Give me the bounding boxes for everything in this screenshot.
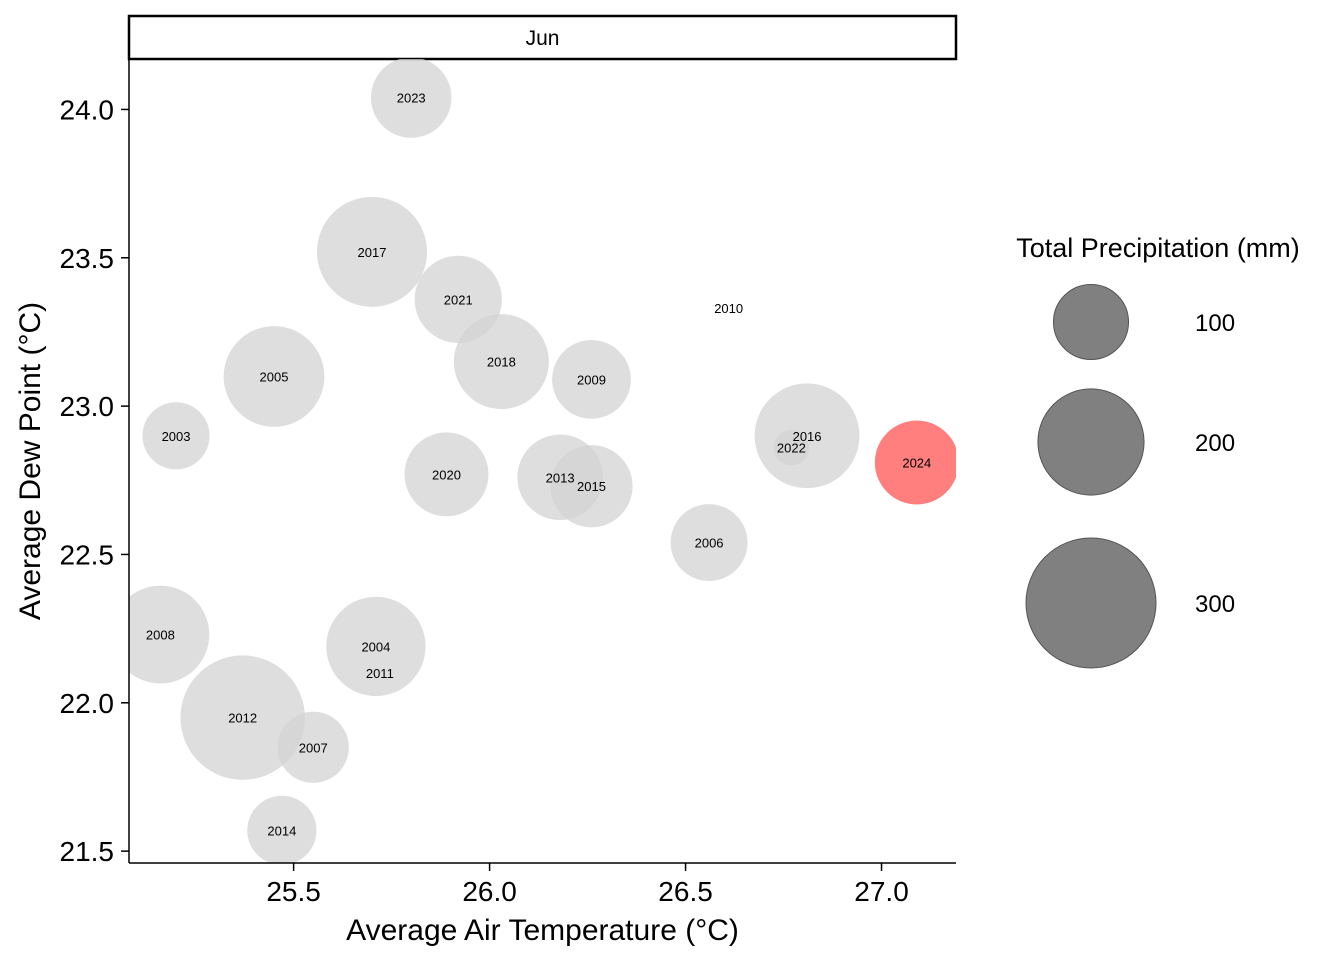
point-label-2018: 2018 (487, 355, 516, 370)
bubble-2018 (453, 314, 549, 410)
legend-label-100: 100 (1195, 310, 1235, 337)
bubble-2008 (129, 585, 210, 684)
bubble-2015 (550, 445, 633, 528)
point-label-2008: 2008 (146, 628, 175, 643)
x-tick-label: 25.5 (266, 876, 321, 907)
point-label-2015: 2015 (577, 479, 606, 494)
legend-label-200: 200 (1195, 430, 1235, 457)
bubble-2014 (247, 795, 317, 863)
x-tick-label: 27.0 (854, 876, 909, 907)
x-tick-label: 26.0 (462, 876, 517, 907)
y-tick-label: 23.5 (60, 243, 115, 274)
point-label-2010: 2010 (714, 301, 743, 316)
point-label-2004: 2004 (361, 639, 390, 654)
y-tick-label: 21.5 (60, 836, 115, 867)
point-label-2005: 2005 (260, 369, 289, 384)
point-label-2017: 2017 (358, 245, 387, 260)
bubble-2022 (773, 430, 809, 466)
y-tick-label: 22.5 (60, 539, 115, 570)
bubble-2007 (277, 711, 349, 783)
facet-strip-label: Jun (526, 27, 560, 50)
bubble-2005 (223, 326, 325, 427)
bubble-2017 (316, 196, 428, 307)
y-axis-ticks: 21.5 22.0 22.5 23.0 23.5 24.0 (60, 94, 129, 867)
bubble-2016 (754, 383, 860, 489)
bubble-2009 (552, 340, 631, 419)
legend-bubble-100 (1052, 283, 1130, 361)
point-label-2012: 2012 (228, 711, 257, 726)
point-label-2023: 2023 (397, 91, 426, 106)
point-label-2024: 2024 (902, 455, 931, 470)
x-axis-title: Average Air Temperature (°C) (346, 914, 739, 947)
legend-label-300: 300 (1195, 591, 1235, 618)
y-axis-title: Average Dew Point (°C) (14, 302, 47, 620)
point-label-2021: 2021 (444, 292, 473, 307)
x-axis-ticks: 25.5 26.0 26.5 27.0 (266, 863, 909, 907)
y-tick-label: 22.0 (60, 688, 115, 719)
point-label-2016: 2016 (793, 429, 822, 444)
bubble-2003 (142, 402, 210, 470)
facet-strip-box (127, 14, 958, 61)
bubble-2024 (874, 420, 956, 505)
data-points (129, 59, 956, 863)
bubble-2006 (670, 504, 748, 582)
point-label-2011: 2011 (366, 666, 394, 681)
axes (128, 59, 956, 864)
legend-title: Total Precipitation (mm) (1016, 233, 1300, 263)
point-label-2014: 2014 (267, 823, 296, 838)
point-label-2006: 2006 (695, 536, 724, 551)
bubble-2020 (404, 432, 489, 517)
point-label-2013: 2013 (546, 470, 575, 485)
point-label-2022: 2022 (777, 441, 806, 456)
size-legend: Total Precipitation (mm) 100 200 300 (1016, 233, 1300, 669)
point-label-2007: 2007 (299, 740, 328, 755)
legend-bubble-200 (1037, 388, 1145, 496)
y-tick-label: 24.0 (60, 94, 115, 125)
point-label-2020: 2020 (432, 467, 461, 482)
bubble-2012 (180, 655, 305, 780)
legend-bubble-300 (1025, 537, 1157, 669)
bubble-2004 (326, 596, 426, 697)
x-tick-label: 26.5 (658, 876, 713, 907)
point-label-2009: 2009 (577, 372, 606, 387)
facet-strip: Jun (127, 14, 958, 61)
point-label-2003: 2003 (162, 429, 191, 444)
point-labels: 2023 2017 2021 2010 2018 2005 2009 2003 20162022… (146, 91, 931, 839)
y-tick-label: 23.0 (60, 391, 115, 422)
bubble-2023 (370, 59, 452, 138)
